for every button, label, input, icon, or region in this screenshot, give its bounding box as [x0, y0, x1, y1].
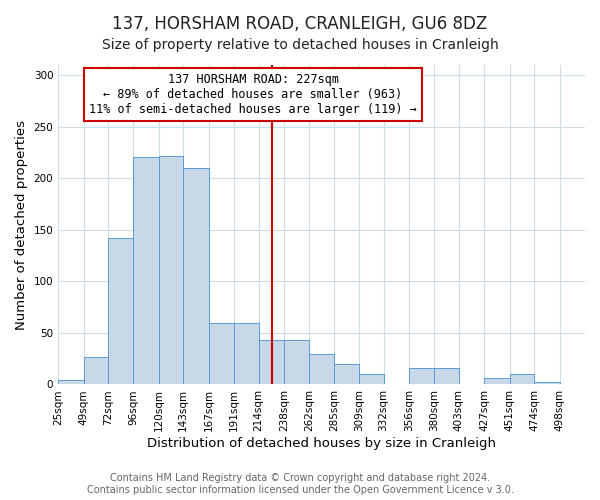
Bar [409, 368, 434, 384]
Bar [259, 340, 284, 384]
Bar [58, 380, 83, 384]
Bar [434, 368, 459, 384]
Bar [484, 378, 510, 384]
Bar [234, 322, 259, 384]
Text: Contains HM Land Registry data © Crown copyright and database right 2024.
Contai: Contains HM Land Registry data © Crown c… [86, 474, 514, 495]
Bar [534, 382, 560, 384]
Bar [108, 238, 133, 384]
Bar [183, 168, 209, 384]
Text: Size of property relative to detached houses in Cranleigh: Size of property relative to detached ho… [101, 38, 499, 52]
Bar [510, 374, 534, 384]
Bar [310, 354, 334, 384]
X-axis label: Distribution of detached houses by size in Cranleigh: Distribution of detached houses by size … [147, 437, 496, 450]
Bar [83, 356, 108, 384]
Text: 137 HORSHAM ROAD: 227sqm
← 89% of detached houses are smaller (963)
11% of semi-: 137 HORSHAM ROAD: 227sqm ← 89% of detach… [89, 73, 417, 116]
Bar [133, 156, 159, 384]
Bar [359, 374, 383, 384]
Bar [209, 322, 234, 384]
Bar [159, 156, 183, 384]
Text: 137, HORSHAM ROAD, CRANLEIGH, GU6 8DZ: 137, HORSHAM ROAD, CRANLEIGH, GU6 8DZ [112, 15, 488, 33]
Bar [334, 364, 359, 384]
Y-axis label: Number of detached properties: Number of detached properties [15, 120, 28, 330]
Bar [284, 340, 310, 384]
